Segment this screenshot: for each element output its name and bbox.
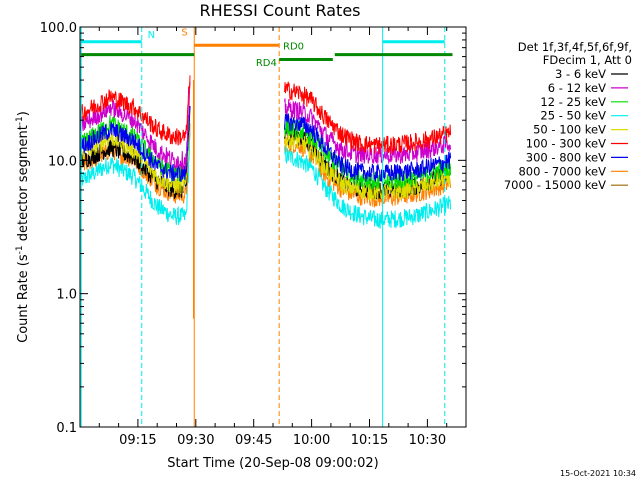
- series-line-100-300-kev-1: [80, 75, 191, 146]
- legend-label-12-25-kev: 12 - 25 keV: [540, 95, 606, 109]
- series-line-300-800-kev-1: [80, 106, 191, 183]
- series-line-100-300-kev-2: [284, 81, 452, 155]
- render-timestamp: 15-Oct-2021 10:34: [560, 469, 636, 478]
- legend-label-7000-15000-kev: 7000 - 15000 keV: [504, 178, 606, 192]
- series-line-800-7000-kev-2: [284, 135, 452, 208]
- legend-label-3-6-kev: 3 - 6 keV: [555, 67, 606, 81]
- y-tick-label-1-0: 1.0: [56, 288, 77, 303]
- legend-label-25-50-kev: 25 - 50 keV: [540, 109, 606, 123]
- plot-frame: [79, 26, 467, 428]
- y-axis-label-end: ): [16, 111, 31, 116]
- y-axis-label-main: Count Rate (s: [16, 254, 31, 343]
- legend: Det 1f,3f,4f,5f,6f,9f, FDecim 1, Att 0 3…: [504, 40, 632, 192]
- series-line-300-800-kev-2: [284, 112, 452, 182]
- y-axis-label: Count Rate (s-1 detector segment-1): [15, 111, 31, 343]
- y-axis-label-mid: detector segment: [16, 125, 31, 245]
- series-line-25-50-kev-1: [80, 132, 191, 226]
- x-axis-label: Start Time (20-Sep-08 09:00:02): [167, 456, 378, 471]
- y-tick-label-0-1: 0.1: [56, 421, 77, 436]
- y-axis-label-sup1: -1: [15, 245, 25, 254]
- x-tick-label-09-30: 09:30: [177, 433, 214, 448]
- y-tick-label-10-0: 10.0: [48, 154, 77, 169]
- tick-layer: 09:15 09:30 09:45 10:00 10:15 10:30 100.0 10.0 1…: [40, 21, 466, 448]
- legend-label-300-800-kev: 300 - 800 keV: [526, 150, 606, 164]
- x-tick-label-09-15: 09:15: [119, 433, 156, 448]
- x-tick-label-10-15: 10:15: [351, 433, 388, 448]
- x-tick-label-09-45: 09:45: [235, 433, 272, 448]
- legend-label-50-100-kev: 50 - 100 keV: [533, 123, 606, 137]
- flag-label-s: S: [181, 28, 187, 39]
- series-layer: [80, 75, 452, 319]
- legend-label-6-12-kev: 6 - 12 keV: [548, 81, 606, 95]
- flag-layer: N S RD0 RD4: [81, 28, 453, 69]
- flag-label-rd0: RD0: [283, 41, 304, 52]
- y-tick-label-100-0: 100.0: [40, 21, 77, 36]
- chart-title: RHESSI Count Rates: [200, 1, 361, 20]
- y-axis-label-sup2: -1: [15, 116, 25, 125]
- legend-header-line-1: Det 1f,3f,4f,5f,6f,9f,: [518, 40, 632, 54]
- flag-label-rd4: RD4: [256, 58, 277, 69]
- marker-layer: [80, 27, 446, 427]
- x-tick-label-10-00: 10:00: [293, 433, 330, 448]
- legend-header-line-2: FDecim 1, Att 0: [543, 53, 632, 67]
- x-tick-label-10-30: 10:30: [409, 433, 446, 448]
- series-line-25-50-kev-2: [284, 146, 452, 229]
- series-line-6-12-kev-2: [284, 98, 452, 165]
- legend-label-800-7000-kev: 800 - 7000 keV: [518, 164, 606, 178]
- legend-label-100-300-kev: 100 - 300 keV: [526, 137, 606, 151]
- flag-label-n: N: [148, 30, 155, 41]
